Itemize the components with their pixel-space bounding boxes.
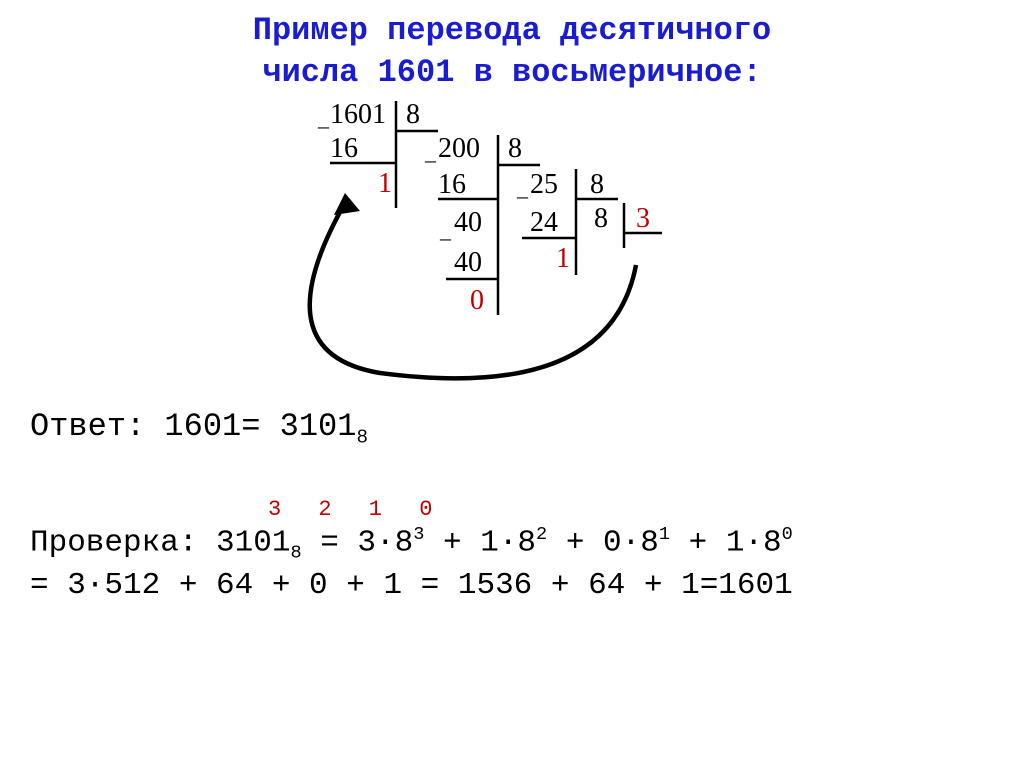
answer-line: Ответ: 1601= 31018 xyxy=(0,408,1024,448)
q1-minus1: – xyxy=(425,147,436,173)
digit-indices: 3 2 1 0 xyxy=(0,497,1024,522)
verify-r1c: + 1·8 xyxy=(424,525,536,560)
verification: Проверка: 31018 = 3·83 + 1·82 + 0·81 + 1… xyxy=(0,522,1024,607)
answer-expr: 1601= 3101 xyxy=(164,408,356,445)
q2-value: 25 xyxy=(530,169,558,201)
answer-label: Ответ: xyxy=(30,408,164,445)
q1-sub2: 40 xyxy=(454,247,482,279)
verify-label: Проверка: xyxy=(30,525,216,560)
verify-r1b: = 3·8 xyxy=(302,525,414,560)
d1-rem: 1 xyxy=(378,168,392,200)
q1-sub: 16 xyxy=(438,169,466,201)
exp1: 1 xyxy=(659,524,670,545)
d1-minus: – xyxy=(318,113,329,139)
q2-divisor: 8 xyxy=(590,169,604,201)
q2-rem: 1 xyxy=(556,243,570,275)
q2-minus: – xyxy=(517,183,528,209)
q1-value: 200 xyxy=(438,133,480,165)
long-division-diagram: 1601 – 8 16 1 200 – 8 16 40 – 40 0 25 – … xyxy=(0,93,1024,398)
exp0: 0 xyxy=(782,524,793,545)
q1-rem: 0 xyxy=(470,285,484,317)
title-line1: Пример перевода десятичного xyxy=(253,12,771,49)
q1-divisor: 8 xyxy=(508,133,522,165)
verify-sub: 8 xyxy=(290,542,301,563)
verify-r1d: + 0·8 xyxy=(547,525,659,560)
verify-r2: = 3·512 + 64 + 0 + 1 = 1536 + 64 + 1=160… xyxy=(30,568,793,603)
q1-minus2: – xyxy=(440,225,451,251)
d1-divisor: 8 xyxy=(406,99,420,131)
q3-value: 8 xyxy=(594,203,608,235)
q3-final: 3 xyxy=(636,203,650,235)
verify-r1a: 3101 xyxy=(216,525,290,560)
page-title: Пример перевода десятичного числа 1601 в… xyxy=(0,0,1024,93)
d1-sub: 16 xyxy=(330,133,358,165)
answer-sub: 8 xyxy=(356,427,368,449)
exp3: 3 xyxy=(413,524,424,545)
verify-r1e: + 1·8 xyxy=(670,525,782,560)
title-line2: числа 1601 в восьмеричное: xyxy=(262,54,761,91)
d1-dividend: 1601 xyxy=(330,99,386,131)
exp2: 2 xyxy=(536,524,547,545)
q2-sub: 24 xyxy=(530,207,558,239)
q1-mid1: 40 xyxy=(454,207,482,239)
